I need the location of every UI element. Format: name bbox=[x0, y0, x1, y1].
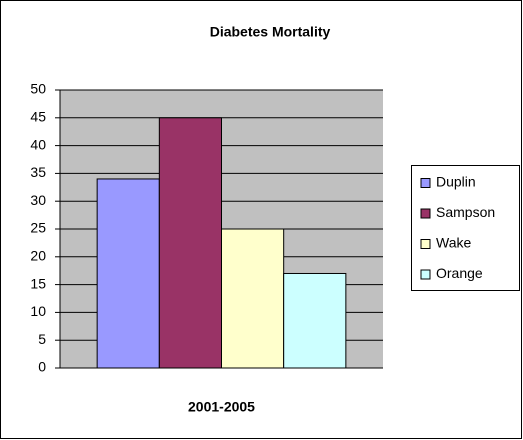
y-tick-label: 40 bbox=[30, 136, 46, 152]
y-tick-label: 25 bbox=[30, 220, 46, 236]
legend-label: Duplin bbox=[436, 174, 476, 190]
legend-swatch bbox=[420, 239, 431, 249]
legend-label: Sampson bbox=[436, 204, 495, 220]
legend-swatch bbox=[420, 208, 431, 219]
y-tick-label: 20 bbox=[30, 248, 46, 264]
x-tick-label: 2001-2005 bbox=[188, 399, 255, 415]
y-tick-label: 15 bbox=[30, 275, 46, 291]
bar bbox=[221, 228, 285, 369]
y-tick-label: 0 bbox=[38, 359, 46, 375]
y-tick-label: 10 bbox=[30, 303, 46, 319]
chart-title: Diabetes Mortality bbox=[210, 24, 331, 40]
bar bbox=[96, 178, 160, 369]
y-tick-label: 50 bbox=[30, 81, 46, 97]
y-tick-label: 30 bbox=[30, 192, 46, 208]
bar bbox=[158, 117, 222, 369]
y-tick-label: 35 bbox=[30, 164, 46, 180]
y-tick-label: 5 bbox=[38, 331, 46, 347]
legend-swatch bbox=[420, 269, 431, 280]
legend-label: Wake bbox=[436, 235, 471, 251]
legend-swatch bbox=[420, 178, 431, 188]
bar bbox=[283, 272, 347, 369]
y-tick-label: 45 bbox=[30, 109, 46, 125]
legend-label: Orange bbox=[436, 265, 483, 281]
